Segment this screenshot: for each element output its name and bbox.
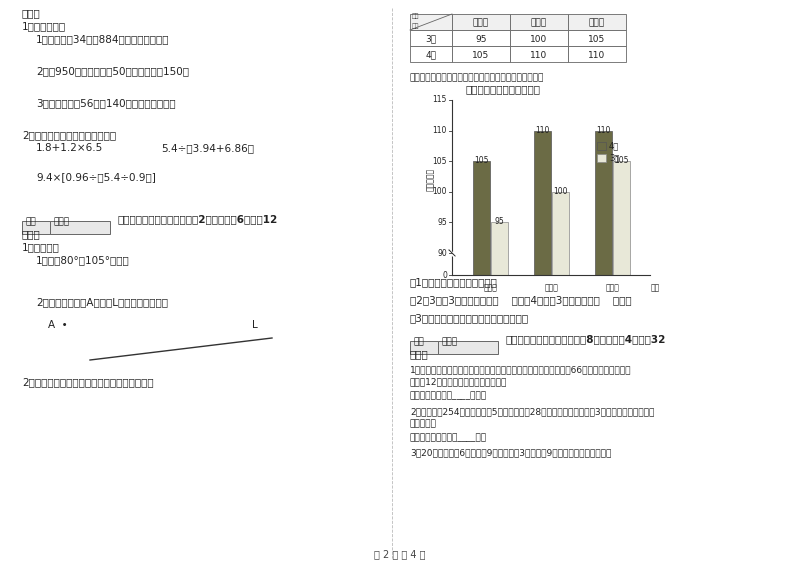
- Bar: [452, 14, 510, 30]
- Bar: [438, 341, 498, 354]
- Text: 步行的12倍。汽车每小时行多少千米？: 步行的12倍。汽车每小时行多少千米？: [410, 377, 507, 386]
- Text: 1、列式计算。: 1、列式计算。: [22, 21, 66, 31]
- Text: 105: 105: [588, 34, 606, 44]
- Bar: [552, 192, 569, 275]
- Text: 分）。: 分）。: [22, 229, 41, 239]
- Bar: [510, 30, 568, 46]
- Text: 100: 100: [433, 188, 447, 196]
- Text: 115: 115: [433, 95, 447, 105]
- Text: 三级: 三级: [412, 14, 419, 19]
- Text: 110: 110: [588, 50, 606, 59]
- Text: 110: 110: [535, 125, 550, 134]
- Text: （3）还能提出哪些问题？试着解决一下。: （3）还能提出哪些问题？试着解决一下。: [410, 313, 529, 323]
- Text: 答：平均每天还要看____页。: 答：平均每天还要看____页。: [410, 433, 487, 442]
- Text: 数量（棵）: 数量（棵）: [426, 168, 434, 191]
- Text: 1、操作题：: 1、操作题：: [22, 242, 60, 252]
- Text: 2、用你最喜欢的方法递等计算。: 2、用你最喜欢的方法递等计算。: [22, 130, 116, 140]
- Text: 90: 90: [438, 249, 447, 258]
- Bar: [597, 154, 606, 162]
- Text: 四年级: 四年级: [483, 283, 498, 292]
- Text: 1、画出80°、105°的角。: 1、画出80°、105°的角。: [36, 255, 130, 265]
- Bar: [473, 161, 490, 275]
- Text: 2、过直线外一点A画直线L的平行线和垂线。: 2、过直线外一点A画直线L的平行线和垂线。: [36, 297, 168, 307]
- Text: 5.4÷（3.94+6.86）: 5.4÷（3.94+6.86）: [161, 143, 254, 153]
- Text: 1、小强步行去图书馆，小强乘汽车到图书馆，汽车每小时比步行多66千米，汽车的速度是: 1、小强步行去图书馆，小强乘汽车到图书馆，汽车每小时比步行多66千米，汽车的速度…: [410, 365, 631, 374]
- Text: 95: 95: [494, 218, 505, 227]
- Bar: [568, 30, 626, 46]
- Text: 班级: 班级: [650, 283, 660, 292]
- Text: 分）。: 分）。: [410, 349, 429, 359]
- Text: 某小学春季植树情况统计图: 某小学春季植树情况统计图: [465, 84, 540, 94]
- Text: 4月: 4月: [426, 50, 437, 59]
- Text: L: L: [252, 320, 258, 330]
- Text: 六、应用知识，解决问题（共8小题，每题4分，共32: 六、应用知识，解决问题（共8小题，每题4分，共32: [505, 334, 666, 344]
- Text: 100: 100: [530, 34, 548, 44]
- Text: 1、一个数的34倍是884，这个数是多少？: 1、一个数的34倍是884，这个数是多少？: [36, 34, 170, 44]
- Text: 9.4×[0.96÷（5.4÷0.9）]: 9.4×[0.96÷（5.4÷0.9）]: [36, 172, 156, 182]
- Bar: [534, 131, 551, 275]
- Text: 四年级: 四年级: [473, 19, 489, 28]
- Text: 看多少页？: 看多少页？: [410, 419, 437, 428]
- Bar: [597, 142, 606, 150]
- Bar: [22, 221, 50, 234]
- Bar: [452, 46, 510, 62]
- Bar: [568, 14, 626, 30]
- Text: （2）3月份3个年级共植树（    ）棵，4月份比3月份多植树（    ）棵。: （2）3月份3个年级共植树（ ）棵，4月份比3月份多植树（ ）棵。: [410, 295, 632, 305]
- Text: 95: 95: [438, 218, 447, 227]
- Bar: [510, 14, 568, 30]
- Text: 4月: 4月: [609, 141, 619, 150]
- Text: 2、明看一本254页的故事，前5天平均每天看28页，剩下的页数打算用3天看完，平均每天还要: 2、明看一本254页的故事，前5天平均每天看28页，剩下的页数打算用3天看完，平…: [410, 407, 654, 416]
- Text: 105: 105: [472, 50, 490, 59]
- Text: 分）。: 分）。: [22, 8, 41, 18]
- Text: 得分: 得分: [26, 217, 37, 226]
- Text: 95: 95: [475, 34, 486, 44]
- Bar: [452, 30, 510, 46]
- Bar: [595, 131, 612, 275]
- Text: 105: 105: [433, 157, 447, 166]
- Text: 3月: 3月: [609, 154, 619, 163]
- Text: 3、一个数缩小56倍得140，这个数是多少？: 3、一个数缩小56倍得140，这个数是多少？: [36, 98, 176, 108]
- Text: 六年级: 六年级: [589, 19, 605, 28]
- Text: 得分: 得分: [414, 337, 425, 346]
- Text: 五、认真思考，综合能力（共2小题，每题6分，共12: 五、认真思考，综合能力（共2小题，每题6分，共12: [117, 214, 278, 224]
- Bar: [50, 221, 110, 234]
- Bar: [410, 341, 438, 354]
- Text: 第 2 页 共 4 页: 第 2 页 共 4 页: [374, 549, 426, 559]
- Text: 3月: 3月: [426, 34, 437, 44]
- Text: 六年级: 六年级: [606, 283, 619, 292]
- Text: 110: 110: [596, 125, 610, 134]
- Bar: [410, 46, 452, 62]
- Text: A  •: A •: [48, 320, 68, 330]
- Text: 2、从950里面连续减去50，减几次还得150？: 2、从950里面连续减去50，减几次还得150？: [36, 66, 189, 76]
- Bar: [491, 223, 508, 275]
- Text: 月份: 月份: [412, 23, 419, 29]
- Text: 2、下面是某小学三个年级植树情况的统计表。: 2、下面是某小学三个年级植树情况的统计表。: [22, 377, 154, 387]
- Text: 110: 110: [530, 50, 548, 59]
- Text: 评卷人: 评卷人: [54, 217, 70, 226]
- Text: 答：汽车每小时行____千米。: 答：汽车每小时行____千米。: [410, 391, 487, 400]
- Text: 110: 110: [433, 126, 447, 135]
- Text: 105: 105: [614, 156, 629, 165]
- Bar: [510, 46, 568, 62]
- Text: 0: 0: [442, 271, 447, 280]
- Text: 100: 100: [554, 187, 568, 196]
- Text: 1.8+1.2×6.5: 1.8+1.2×6.5: [36, 143, 103, 153]
- Text: 105: 105: [474, 156, 489, 165]
- Text: 3、20个桃子可换6个香瓜，9个香瓜可换3个西瓜，9个西瓜可换多少个桃子？: 3、20个桃子可换6个香瓜，9个香瓜可换3个西瓜，9个西瓜可换多少个桃子？: [410, 448, 611, 457]
- Text: （1）哪个年级春季植树最多？: （1）哪个年级春季植树最多？: [410, 277, 498, 287]
- Text: 五年级: 五年级: [531, 19, 547, 28]
- Bar: [568, 46, 626, 62]
- Bar: [410, 14, 452, 30]
- Text: 五年级: 五年级: [545, 283, 558, 292]
- Text: 评卷人: 评卷人: [442, 337, 458, 346]
- Bar: [410, 30, 452, 46]
- Bar: [613, 161, 630, 275]
- Text: 根据统计表信息完成下面的统计图，并回答下面的问题。: 根据统计表信息完成下面的统计图，并回答下面的问题。: [410, 73, 544, 82]
